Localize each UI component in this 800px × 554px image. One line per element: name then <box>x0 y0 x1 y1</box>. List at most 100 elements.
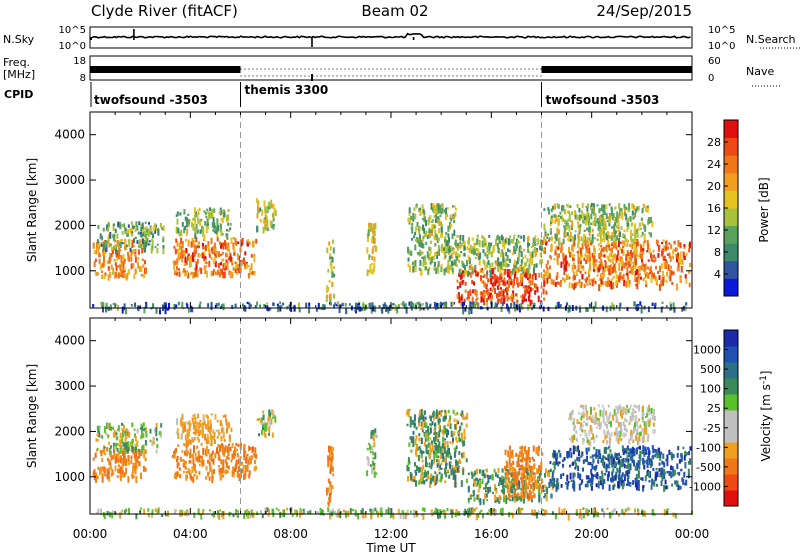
data-cell <box>612 213 615 218</box>
data-cell <box>617 437 620 444</box>
data-cell <box>539 245 542 250</box>
noise-right-label: N.Search <box>746 33 796 46</box>
cpid-program-name: twofsound -3503 <box>94 93 208 107</box>
data-cell <box>176 428 179 433</box>
data-cell <box>479 252 482 259</box>
data-cell <box>590 213 593 220</box>
data-cell <box>587 219 590 222</box>
data-cell <box>587 219 590 226</box>
data-cell <box>582 239 585 244</box>
data-cell <box>489 475 492 480</box>
data-cell <box>425 241 428 245</box>
data-cell <box>178 467 181 471</box>
data-cell <box>482 280 485 284</box>
data-cell <box>487 487 490 494</box>
data-cell <box>649 471 652 478</box>
data-cell <box>532 486 535 491</box>
data-cell <box>96 425 99 430</box>
data-cell <box>631 450 634 454</box>
freq-nave-panel: Freq. [MHz] 18 8 60 0 Nave <box>3 55 782 87</box>
data-cell <box>433 440 436 444</box>
data-cell <box>543 280 546 287</box>
data-cell <box>629 448 632 451</box>
data-cell <box>460 300 463 307</box>
data-cell <box>460 243 463 247</box>
data-cell <box>329 445 332 451</box>
data-cell <box>617 215 619 223</box>
data-cell <box>222 431 225 439</box>
data-cell <box>571 244 574 252</box>
data-cell <box>569 251 571 258</box>
data-cell <box>602 410 604 418</box>
data-cell <box>612 231 615 237</box>
data-cell <box>329 246 332 251</box>
data-cell <box>509 295 512 301</box>
data-cell <box>548 470 551 474</box>
data-cell <box>116 447 119 452</box>
data-cell <box>378 305 381 309</box>
data-cell <box>568 450 571 458</box>
data-cell <box>374 305 377 313</box>
data-cell <box>406 410 409 416</box>
data-cell <box>524 254 527 259</box>
data-cell <box>502 258 505 263</box>
data-cell <box>534 283 536 288</box>
data-cell <box>248 456 251 461</box>
data-cell <box>505 262 508 268</box>
data-cell <box>570 436 573 443</box>
data-cell <box>451 233 454 240</box>
data-cell <box>210 250 213 253</box>
data-cell <box>473 472 476 477</box>
data-cell <box>670 270 673 276</box>
data-cell <box>104 474 107 477</box>
data-cell <box>683 244 686 248</box>
colorbar-tick-label: 4 <box>714 268 721 281</box>
data-cell <box>598 248 601 251</box>
data-cell <box>456 252 459 260</box>
data-cell <box>647 259 650 262</box>
data-cell <box>462 307 465 315</box>
data-cell <box>199 219 202 226</box>
data-cell <box>177 253 180 261</box>
data-cell <box>253 452 256 457</box>
data-cell <box>532 237 535 243</box>
data-cell <box>504 238 507 244</box>
data-cell <box>492 491 494 494</box>
data-cell <box>428 462 431 465</box>
data-cell <box>476 468 478 475</box>
data-cell <box>644 225 647 232</box>
data-cell <box>160 222 162 228</box>
data-cell <box>432 418 435 421</box>
data-cell <box>142 433 145 439</box>
data-cell <box>496 285 499 290</box>
data-cell <box>209 419 212 425</box>
data-cell <box>502 240 504 247</box>
data-cell <box>176 456 179 460</box>
data-cell <box>634 233 637 241</box>
data-cell <box>473 270 476 273</box>
data-cell <box>634 278 637 282</box>
data-cell <box>647 447 650 451</box>
data-cell <box>536 469 539 475</box>
data-cell <box>495 275 498 280</box>
data-cell <box>466 246 469 251</box>
data-cell <box>605 225 607 231</box>
data-cell <box>585 447 588 453</box>
data-cell <box>594 280 597 285</box>
data-cell <box>518 480 521 487</box>
data-cell <box>680 455 683 459</box>
data-cell <box>408 408 411 412</box>
data-cell <box>545 494 548 502</box>
data-cell <box>219 211 222 216</box>
data-cell <box>421 227 424 230</box>
data-cell <box>134 253 137 257</box>
data-cell <box>530 484 532 489</box>
data-cell <box>610 477 613 483</box>
data-cell <box>416 222 419 228</box>
data-cell <box>581 202 584 209</box>
data-cell <box>606 235 609 241</box>
data-cell <box>446 469 449 473</box>
data-cell <box>592 458 595 464</box>
data-cell <box>556 203 559 208</box>
